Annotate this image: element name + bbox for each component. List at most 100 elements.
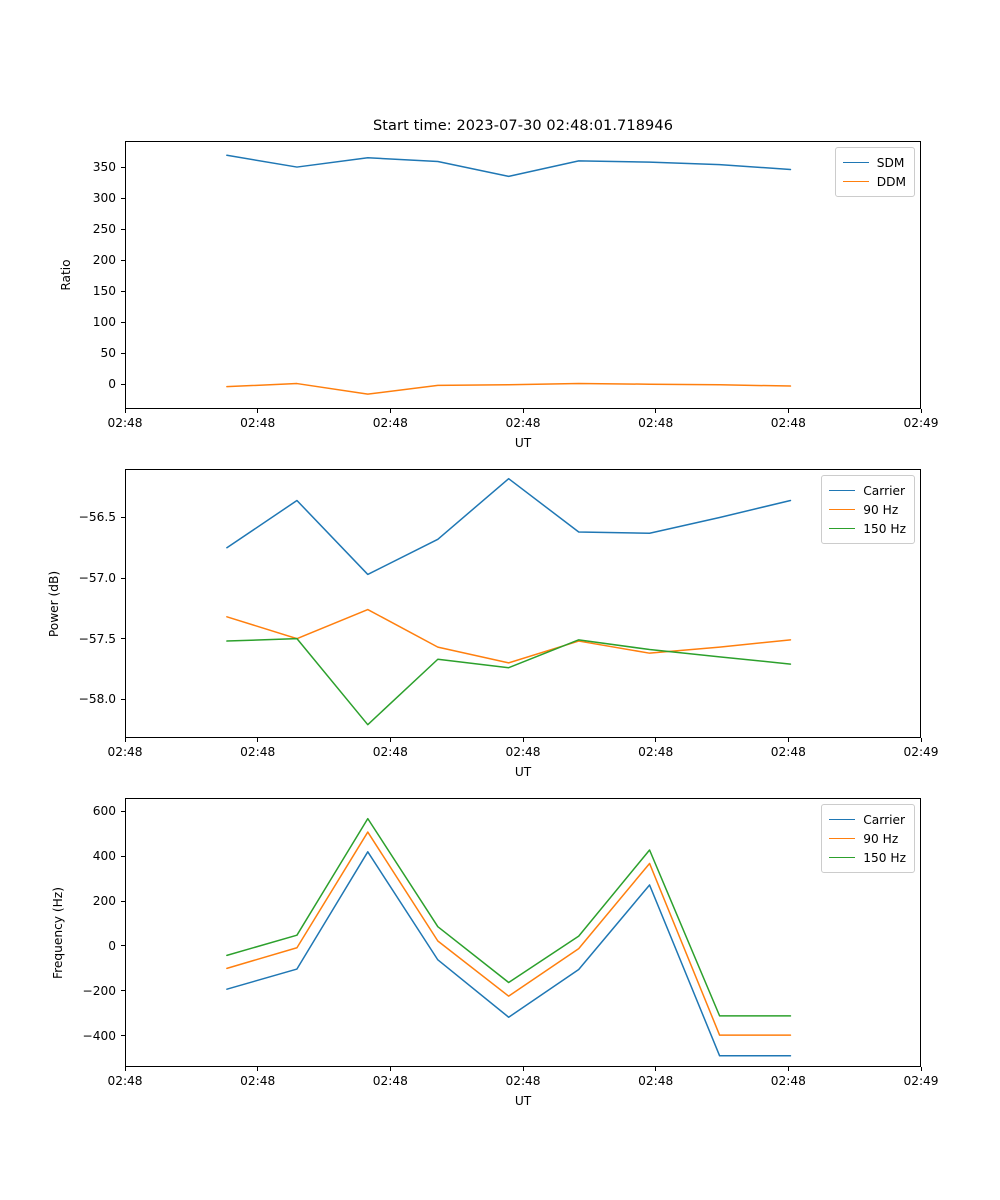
y-tick-label: −57.0	[78, 571, 116, 586]
series-line-carrier	[226, 851, 792, 1057]
x-tick-mark	[522, 409, 524, 413]
legend-label: Carrier	[863, 812, 905, 827]
y-axis-label: Ratio	[59, 259, 73, 291]
x-tick-label: 02:48	[770, 745, 806, 759]
legend: Carrier 90 Hz 150 Hz	[821, 804, 915, 873]
axes-frame	[125, 469, 921, 738]
x-tick-mark	[787, 1067, 789, 1071]
plot-lines	[226, 154, 792, 395]
x-tick-mark	[655, 738, 657, 742]
legend-color-swatch	[829, 857, 856, 858]
legend-item[interactable]: SDM	[842, 153, 906, 172]
legend-item[interactable]: Carrier	[829, 481, 906, 500]
y-tick-mark	[121, 290, 125, 292]
legend-color-swatch	[829, 490, 856, 491]
y-tick-label: 0	[108, 938, 116, 953]
x-tick-mark	[522, 738, 524, 742]
legend-item[interactable]: 90 Hz	[829, 829, 906, 848]
x-tick-label: 02:49	[903, 1074, 939, 1088]
legend-label: SDM	[876, 155, 905, 170]
legend-color-swatch	[829, 838, 856, 839]
y-tick-label: −400	[82, 1028, 116, 1043]
legend-color-swatch	[829, 528, 856, 529]
x-tick-label: 02:48	[107, 1074, 143, 1088]
y-tick-label: 200	[92, 894, 116, 909]
legend-label: 150 Hz	[863, 850, 906, 865]
series-line-sdm	[226, 154, 792, 178]
x-tick-label: 02:48	[638, 416, 674, 430]
x-tick-mark	[920, 738, 922, 742]
y-tick-mark	[121, 197, 125, 199]
x-tick-label: 02:48	[372, 416, 408, 430]
legend-color-swatch	[842, 162, 869, 163]
x-tick-label: 02:48	[240, 416, 276, 430]
y-tick-mark	[121, 321, 125, 323]
x-tick-label: 02:49	[903, 416, 939, 430]
series-line-150-hz	[226, 637, 792, 726]
legend-item[interactable]: 150 Hz	[829, 848, 906, 867]
legend: SDM DDM	[834, 147, 915, 197]
x-tick-label: 02:48	[505, 416, 541, 430]
legend-color-swatch	[829, 509, 856, 510]
legend-label: 90 Hz	[863, 831, 899, 846]
y-tick-mark	[121, 383, 125, 385]
ratio-plot: 0 50 100 150 200 250 300 350 02:48 02:48 02:48 02:4…	[59, 141, 939, 450]
y-tick-mark	[121, 900, 125, 902]
legend-item[interactable]: DDM	[842, 172, 906, 191]
y-tick-mark	[121, 1035, 125, 1037]
series-line-carrier	[226, 477, 792, 576]
x-axis-label: UT	[514, 436, 532, 450]
x-axis-label: UT	[514, 1094, 532, 1108]
y-tick-mark	[121, 855, 125, 857]
x-tick-mark	[920, 1067, 922, 1071]
x-tick-label: 02:48	[107, 416, 143, 430]
y-axis-label: Frequency (Hz)	[51, 886, 65, 979]
y-tick-mark	[121, 516, 125, 518]
x-tick-mark	[655, 1067, 657, 1071]
legend-color-swatch	[829, 819, 856, 820]
x-tick-mark	[920, 409, 922, 413]
x-tick-mark	[124, 1067, 126, 1071]
series-line-150-hz	[226, 817, 792, 1017]
x-tick-label: 02:49	[903, 745, 939, 759]
axes-frame	[125, 141, 921, 409]
y-tick-mark	[121, 638, 125, 640]
plot-lines	[226, 817, 792, 1057]
y-tick-label: 200	[92, 253, 116, 268]
x-tick-label: 02:48	[770, 1074, 806, 1088]
y-tick-label: 600	[92, 804, 116, 819]
x-tick-mark	[522, 1067, 524, 1071]
y-axis-label: Power (dB)	[47, 570, 61, 637]
legend-label: 90 Hz	[863, 502, 899, 517]
x-tick-mark	[257, 1067, 259, 1071]
legend-item[interactable]: Carrier	[829, 810, 906, 829]
x-tick-label: 02:48	[240, 1074, 276, 1088]
y-tick-mark	[121, 810, 125, 812]
legend-item[interactable]: 150 Hz	[829, 519, 906, 538]
x-tick-label: 02:48	[505, 745, 541, 759]
y-tick-label: 250	[92, 222, 116, 237]
x-tick-label: 02:48	[107, 745, 143, 759]
series-line-ddm	[226, 382, 792, 395]
y-tick-mark	[121, 577, 125, 579]
x-tick-mark	[389, 409, 391, 413]
x-tick-label: 02:48	[638, 1074, 674, 1088]
y-tick-mark	[121, 945, 125, 947]
x-tick-mark	[655, 409, 657, 413]
series-line-90-hz	[226, 608, 792, 664]
x-tick-mark	[389, 1067, 391, 1071]
y-tick-label: −200	[82, 983, 116, 998]
x-tick-mark	[787, 738, 789, 742]
y-tick-label: 300	[92, 191, 116, 206]
x-tick-label: 02:48	[372, 745, 408, 759]
x-tick-label: 02:48	[505, 1074, 541, 1088]
frequency-plot: 600 400 200 0 −200 −400 02:48 02:48 02:48 02:48 02…	[51, 798, 939, 1108]
x-tick-mark	[257, 738, 259, 742]
x-tick-mark	[124, 409, 126, 413]
y-tick-mark	[121, 228, 125, 230]
y-tick-mark	[121, 259, 125, 261]
legend-label: Carrier	[863, 483, 905, 498]
legend-item[interactable]: 90 Hz	[829, 500, 906, 519]
legend-label: 150 Hz	[863, 521, 906, 536]
